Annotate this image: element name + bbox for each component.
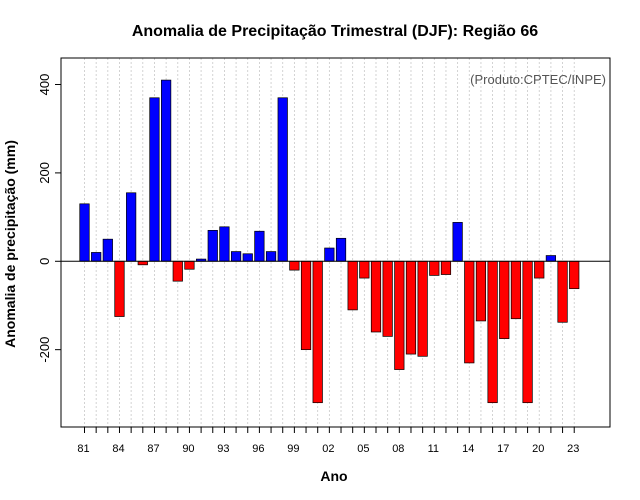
bar-1981 [79, 203, 90, 262]
bar-1996 [254, 230, 265, 262]
bar-1998 [277, 97, 288, 262]
x-axis: 81 84 87 90 93 96 99 02 05 08 11 14 17 20 23 [77, 427, 579, 455]
x-tick-label: 02 [322, 443, 334, 455]
bar-2016 [487, 260, 498, 404]
bar-2012 [440, 260, 452, 275]
bar-1993 [219, 226, 230, 262]
bar-1994 [230, 251, 242, 262]
bar-2001 [312, 260, 323, 404]
bar-2000 [300, 260, 312, 351]
bar-1982 [91, 252, 102, 262]
x-tick-label: 11 [428, 443, 439, 455]
bar-2021 [545, 255, 557, 262]
x-tick-label: 96 [252, 443, 264, 455]
bar-2005 [359, 260, 370, 279]
bar-2003 [335, 237, 347, 262]
bar-2008 [394, 260, 405, 370]
bar-2004 [347, 260, 358, 311]
x-tick-label: 81 [77, 443, 89, 455]
x-axis-label: Ano [320, 468, 347, 484]
bar-1989 [172, 260, 183, 282]
bar-1992 [207, 229, 218, 262]
bar-1983 [102, 238, 113, 262]
bar-2020 [534, 260, 545, 279]
y-axis: -200 0 200 400 [37, 74, 61, 363]
x-tick-label: 20 [532, 443, 544, 455]
bar-1997 [265, 251, 277, 262]
bar-2006 [370, 260, 382, 333]
chart-title: Anomalia de Precipitação Trimestral (DJF… [132, 23, 538, 40]
bar-1987 [149, 97, 160, 262]
bar-2014 [464, 260, 475, 364]
bar-2007 [382, 260, 393, 337]
bars [79, 79, 580, 404]
y-tick-label: -200 [37, 337, 52, 363]
bar-1988 [161, 79, 172, 262]
bar-1990 [184, 260, 195, 270]
y-tick-label: 0 [37, 258, 52, 265]
bar-2023 [569, 260, 580, 290]
plot-frame [60, 57, 611, 428]
bar-2013 [452, 222, 463, 262]
x-tick-label: 05 [357, 443, 369, 455]
x-tick-label: 17 [497, 443, 509, 455]
bar-2002 [324, 247, 335, 262]
bar-2018 [510, 260, 522, 320]
bar-2010 [417, 260, 428, 357]
y-tick-label: 200 [37, 162, 52, 184]
y-axis-label: Anomalia de precipitação (mm) [2, 140, 18, 348]
bar-1995 [242, 253, 253, 262]
x-tick-label: 84 [112, 443, 124, 455]
bar-1999 [289, 260, 300, 271]
bar-2022 [557, 260, 568, 323]
x-tick-label: 87 [147, 443, 159, 455]
x-tick-label: 99 [287, 443, 299, 455]
bar-2019 [522, 260, 533, 404]
x-tick-label: 93 [217, 443, 229, 455]
bar-2017 [499, 260, 510, 339]
bar-2009 [405, 260, 417, 355]
bar-1985 [126, 192, 137, 262]
x-tick-label: 08 [392, 443, 404, 455]
y-tick-label: 400 [37, 74, 52, 96]
bar-2015 [475, 260, 487, 322]
bar-1986 [137, 260, 148, 266]
x-tick-label: 90 [182, 443, 194, 455]
product-credit: (Produto:CPTEC/INPE) [470, 72, 606, 87]
bar-2011 [429, 260, 440, 276]
bar-1984 [114, 260, 125, 317]
x-tick-label: 14 [462, 443, 474, 455]
x-tick-label: 23 [567, 443, 579, 455]
